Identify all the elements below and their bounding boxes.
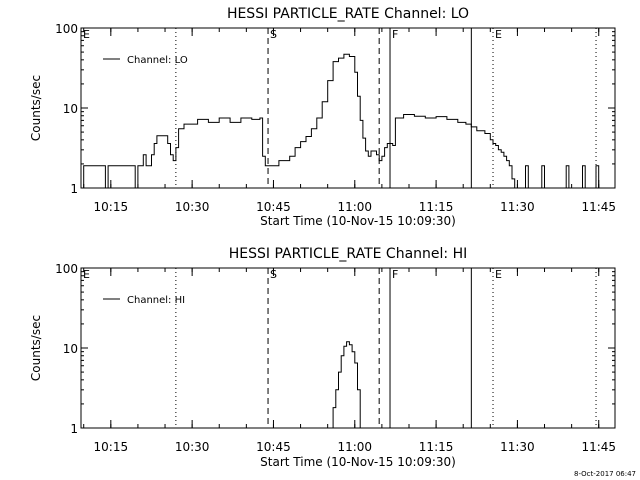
x-tick-label: 10:45 xyxy=(256,200,291,214)
event-marker-label: E xyxy=(83,268,90,281)
event-marker-label: E xyxy=(495,28,502,41)
y-tick-label: 100 xyxy=(55,262,78,276)
event-marker-label: S xyxy=(270,28,277,41)
x-tick-label: 11:15 xyxy=(419,200,454,214)
x-tick-label: 10:15 xyxy=(94,440,129,454)
y-tick-label: 100 xyxy=(55,22,78,36)
x-axis-label-0: Start Time (10-Nov-15 10:09:30) xyxy=(260,214,456,228)
event-marker-label: F xyxy=(392,28,398,41)
chart-title-1: HESSI PARTICLE_RATE Channel: HI xyxy=(229,246,467,262)
x-axis-label-1: Start Time (10-Nov-15 10:09:30) xyxy=(260,455,456,469)
y-tick-label: 10 xyxy=(63,102,78,116)
y-axis-label-0: Counts/sec xyxy=(29,75,43,141)
x-tick-label: 10:30 xyxy=(175,200,210,214)
legend-label-1: Channel: HI xyxy=(127,295,185,306)
x-tick-label: 11:30 xyxy=(500,200,535,214)
legend-label-0: Channel: LO xyxy=(127,55,188,66)
plot-frame-0 xyxy=(80,27,616,189)
event-marker-label: E xyxy=(495,268,502,281)
event-marker-label: F xyxy=(392,268,398,281)
y-axis-label-1: Counts/sec xyxy=(29,315,43,381)
series-line-1 xyxy=(330,341,361,429)
y-tick-label: 1 xyxy=(70,422,78,436)
x-tick-label: 11:00 xyxy=(337,200,372,214)
event-marker-label: E xyxy=(83,28,90,41)
plot-frame-1 xyxy=(80,267,616,429)
x-tick-label: 10:30 xyxy=(175,440,210,454)
x-tick-label: 11:30 xyxy=(500,440,535,454)
series-line-0 xyxy=(81,53,600,189)
x-tick-label: 10:15 xyxy=(94,200,129,214)
x-tick-label: 10:45 xyxy=(256,440,291,454)
chart-title-0: HESSI PARTICLE_RATE Channel: LO xyxy=(227,6,469,22)
event-marker-label: S xyxy=(270,268,277,281)
x-tick-label: 11:45 xyxy=(581,200,616,214)
y-tick-label: 10 xyxy=(63,342,78,356)
figure-timestamp: 8-Oct-2017 06:47 xyxy=(574,470,636,478)
x-tick-label: 11:45 xyxy=(581,440,616,454)
x-tick-label: 11:15 xyxy=(419,440,454,454)
x-tick-label: 11:00 xyxy=(337,440,372,454)
y-tick-label: 1 xyxy=(70,182,78,196)
